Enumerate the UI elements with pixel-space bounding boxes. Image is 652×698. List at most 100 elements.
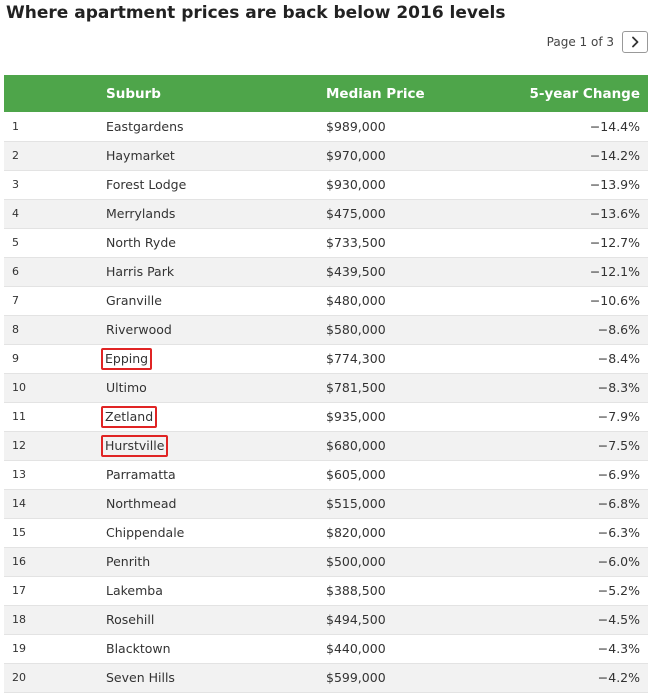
table-row: 5 North Ryde $733,500 −12.7%: [4, 228, 648, 257]
change-cell: −8.3%: [597, 380, 640, 395]
suburb-name: Eastgardens: [106, 118, 184, 134]
median-price-cell: $733,500: [326, 235, 386, 250]
change-cell: −7.9%: [597, 409, 640, 424]
column-header-suburb[interactable]: Suburb: [106, 85, 161, 102]
column-header-rank[interactable]: [4, 75, 104, 112]
rank-cell: 14: [12, 497, 26, 510]
median-price-cell: $599,000: [326, 670, 386, 685]
median-price-cell: $480,000: [326, 293, 386, 308]
rank-cell: 9: [12, 352, 19, 365]
column-header-5-year-change[interactable]: 5-year Change: [529, 85, 640, 102]
table-row: 14 Northmead $515,000 −6.8%: [4, 489, 648, 518]
column-header-median-price[interactable]: Median Price: [326, 85, 425, 102]
suburb-name: Haymarket: [106, 148, 175, 163]
median-price-cell: $605,000: [326, 467, 386, 482]
rank-cell: 17: [12, 584, 26, 597]
rank-cell: 16: [12, 555, 26, 568]
table-row: 20 Seven Hills $599,000 −4.2%: [4, 663, 648, 692]
suburb-name: Penrith: [106, 554, 151, 569]
change-cell: −7.5%: [597, 438, 640, 453]
suburb-name: Blacktown: [106, 641, 171, 656]
table-header-row: Suburb Median Price 5-year Change: [4, 75, 648, 112]
median-price-cell: $388,500: [326, 583, 386, 598]
table-row: 18 Rosehill $494,500 −4.5%: [4, 605, 648, 634]
median-price-cell: $475,000: [326, 206, 386, 221]
change-cell: −4.2%: [597, 670, 640, 685]
rank-cell: 5: [12, 236, 19, 249]
table-row: 4 Merrylands $475,000 −13.6%: [4, 199, 648, 228]
rank-cell: 4: [12, 207, 19, 220]
table-row: 9 Epping $774,300 −8.4%: [4, 344, 648, 373]
highlighted-suburb-name: Epping: [101, 347, 153, 370]
change-cell: −14.2%: [589, 148, 640, 163]
suburb-cell: Blacktown: [104, 634, 326, 663]
next-page-button[interactable]: [622, 31, 648, 53]
table-row: 1 Eastgardens $989,000 −14.4%: [4, 112, 648, 141]
suburb-cell: Forest Lodge: [104, 170, 326, 199]
suburb-name: Merrylands: [106, 206, 176, 221]
suburb-cell: Ultimo: [104, 373, 326, 402]
suburb-cell: Lakemba: [104, 576, 326, 605]
suburb-cell: Haymarket: [104, 141, 326, 170]
suburb-cell: Eastgardens: [104, 112, 326, 141]
change-cell: −6.9%: [597, 467, 640, 482]
suburb-name: Forest Lodge: [106, 177, 187, 192]
highlighted-suburb-name: Hurstville: [101, 434, 169, 457]
suburb-cell: Rosehill: [104, 605, 326, 634]
rank-cell: 8: [12, 323, 19, 336]
change-cell: −4.3%: [597, 641, 640, 656]
pagination: Page 1 of 3: [547, 31, 648, 53]
suburb-cell: North Ryde: [104, 228, 326, 257]
suburb-name: Chippendale: [106, 525, 185, 540]
change-cell: −6.8%: [597, 496, 640, 511]
suburb-cell: Harris Park: [104, 257, 326, 286]
rank-cell: 18: [12, 613, 26, 626]
median-price-cell: $500,000: [326, 554, 386, 569]
suburb-name: Lakemba: [106, 583, 163, 598]
change-cell: −13.9%: [589, 177, 640, 192]
rank-cell: 15: [12, 526, 26, 539]
median-price-cell: $781,500: [326, 380, 386, 395]
change-cell: −10.6%: [589, 293, 640, 308]
median-price-cell: $935,000: [326, 409, 386, 424]
table-row: 11 Zetland $935,000 −7.9%: [4, 402, 648, 431]
table-row: 19 Blacktown $440,000 −4.3%: [4, 634, 648, 663]
median-price-cell: $930,000: [326, 177, 386, 192]
suburb-name: North Ryde: [106, 235, 176, 250]
change-cell: −4.5%: [597, 612, 640, 627]
table-row: 3 Forest Lodge $930,000 −13.9%: [4, 170, 648, 199]
median-price-cell: $970,000: [326, 148, 386, 163]
table-row: 7 Granville $480,000 −10.6%: [4, 286, 648, 315]
rank-cell: 11: [12, 410, 26, 423]
table-body: 1 Eastgardens $989,000 −14.4% 2 Haymarket $970…: [4, 112, 648, 692]
table-row: 2 Haymarket $970,000 −14.2%: [4, 141, 648, 170]
suburb-name: Rosehill: [106, 612, 155, 627]
change-cell: −6.3%: [597, 525, 640, 540]
suburb-name: Northmead: [106, 496, 177, 511]
median-price-cell: $580,000: [326, 322, 386, 337]
suburb-name: Harris Park: [106, 264, 175, 279]
rank-cell: 10: [12, 381, 26, 394]
suburb-cell: Parramatta: [104, 460, 326, 489]
suburb-cell: Hurstville: [101, 431, 326, 460]
median-price-cell: $820,000: [326, 525, 386, 540]
change-cell: −12.1%: [589, 264, 640, 279]
suburb-name: Granville: [106, 293, 162, 308]
suburb-cell: Zetland: [101, 402, 326, 431]
table-row: 17 Lakemba $388,500 −5.2%: [4, 576, 648, 605]
table-row: 8 Riverwood $580,000 −8.6%: [4, 315, 648, 344]
suburb-cell: Merrylands: [104, 199, 326, 228]
suburb-cell: Seven Hills: [104, 663, 326, 692]
table-row: 15 Chippendale $820,000 −6.3%: [4, 518, 648, 547]
suburb-name: Riverwood: [106, 322, 172, 337]
change-cell: −5.2%: [597, 583, 640, 598]
rank-cell: 1: [12, 119, 19, 133]
rank-cell: 3: [12, 178, 19, 191]
change-cell: −12.7%: [589, 235, 640, 250]
page-title: Where apartment prices are back below 20…: [6, 3, 506, 23]
suburb-cell: Granville: [104, 286, 326, 315]
rank-cell: 19: [12, 642, 26, 655]
median-price-cell: $774,300: [326, 351, 386, 366]
rank-cell: 2: [12, 149, 19, 162]
rank-cell: 7: [12, 294, 19, 307]
